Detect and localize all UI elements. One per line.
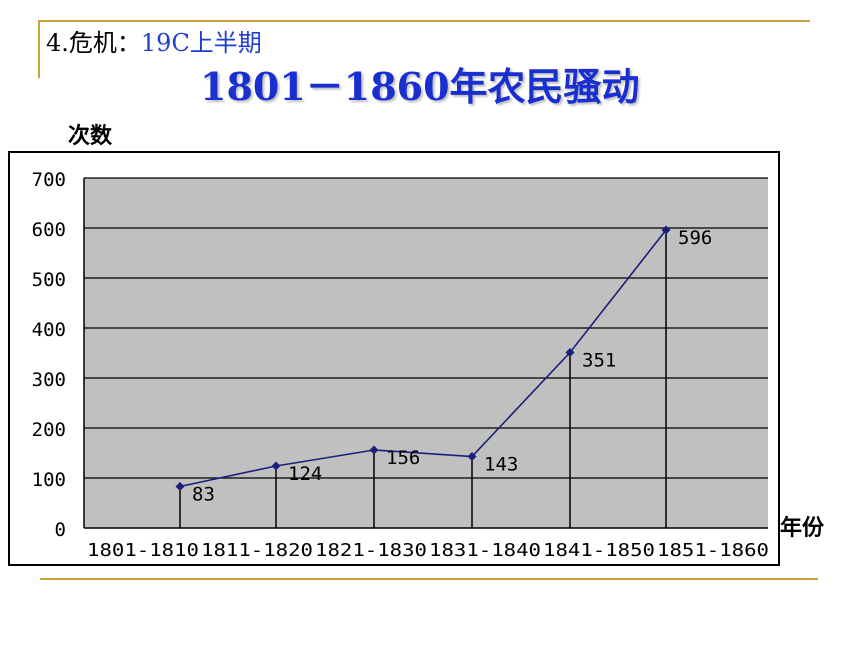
y-tick-label: 0 xyxy=(55,519,66,541)
x-tick-label: 1811-1820 xyxy=(201,540,313,561)
data-label: 351 xyxy=(582,350,616,372)
chart-title: 1801－1860年农民骚动 xyxy=(200,64,640,109)
data-point xyxy=(369,445,379,455)
data-point xyxy=(661,225,671,235)
data-points xyxy=(175,225,671,491)
data-label: 156 xyxy=(386,447,420,469)
x-tick-label: 1851-1860 xyxy=(657,540,769,561)
y-tick-label: 200 xyxy=(32,419,66,441)
data-point xyxy=(467,452,477,461)
data-label: 124 xyxy=(288,463,322,485)
x-tick-label: 1831-1840 xyxy=(429,540,541,561)
section-header-prefix: 4.危机： xyxy=(46,29,141,57)
section-header-sub: 19C上半期 xyxy=(140,29,262,57)
grid-lines xyxy=(83,177,768,529)
y-tick-label: 600 xyxy=(32,219,66,241)
data-labels: 83 124 156 143 351 596 xyxy=(192,227,712,506)
data-point xyxy=(271,461,281,471)
bottom-rule xyxy=(40,578,818,580)
y-tick-label: 700 xyxy=(32,169,66,191)
series-path xyxy=(179,229,667,488)
y-tick-label: 500 xyxy=(32,269,66,291)
y-tick-label: 400 xyxy=(32,319,66,341)
data-point xyxy=(565,348,575,357)
x-tick-labels: 1801-1810 1811-1820 1821-1830 1831-1840 1841… xyxy=(87,540,769,561)
y-tick-label: 100 xyxy=(32,469,66,491)
data-point xyxy=(175,482,185,491)
series-line xyxy=(179,229,667,488)
y-axis-label: 次数 xyxy=(68,124,113,149)
section-header: 4.危机：19C上半期 xyxy=(46,23,262,58)
data-label: 83 xyxy=(192,484,215,506)
x-tick-label: 1821-1830 xyxy=(315,540,427,561)
y-tick-labels: 0 100 200 300 400 500 600 700 xyxy=(32,169,66,541)
data-label: 596 xyxy=(678,227,712,249)
plot-area xyxy=(84,178,768,528)
x-tick-label: 1841-1850 xyxy=(543,540,655,561)
x-axis-label: 年份 xyxy=(780,516,825,541)
data-label: 143 xyxy=(484,454,518,476)
drop-lines xyxy=(179,230,667,528)
top-rule xyxy=(38,20,810,22)
left-rule xyxy=(38,20,40,78)
y-tick-label: 300 xyxy=(32,369,66,391)
x-tick-label: 1801-1810 xyxy=(87,540,199,561)
